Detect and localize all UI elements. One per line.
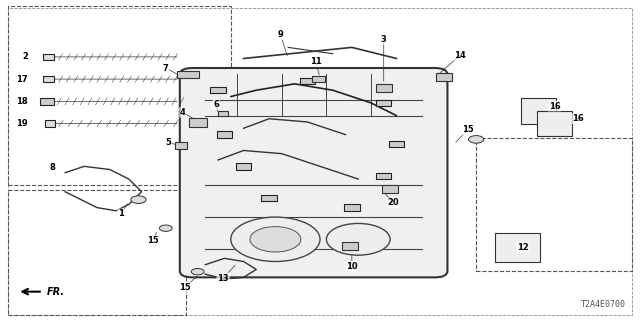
- Circle shape: [326, 223, 390, 255]
- Circle shape: [131, 196, 146, 204]
- Bar: [537, 111, 572, 136]
- Bar: [436, 73, 452, 81]
- Bar: [189, 118, 207, 127]
- Bar: [175, 142, 188, 149]
- Text: 16: 16: [572, 114, 584, 123]
- Text: 15: 15: [462, 125, 474, 134]
- FancyBboxPatch shape: [180, 68, 447, 277]
- Text: 6: 6: [213, 100, 219, 109]
- Text: 2: 2: [22, 52, 28, 61]
- Bar: [217, 132, 232, 138]
- Text: 11: 11: [310, 57, 321, 66]
- Bar: [376, 84, 392, 92]
- Bar: [8, 6, 231, 185]
- Text: 16: 16: [548, 101, 561, 111]
- Text: 17: 17: [17, 75, 28, 84]
- Bar: [376, 173, 392, 179]
- Text: 15: 15: [179, 283, 191, 292]
- Bar: [495, 233, 540, 261]
- Bar: [383, 185, 398, 193]
- Text: 19: 19: [17, 119, 28, 128]
- Bar: [476, 138, 632, 271]
- Text: 13: 13: [218, 274, 229, 283]
- Circle shape: [231, 217, 320, 261]
- Text: 18: 18: [17, 97, 28, 106]
- Text: 5: 5: [165, 138, 172, 147]
- Text: 10: 10: [346, 262, 358, 271]
- Circle shape: [159, 225, 172, 231]
- Bar: [211, 87, 226, 93]
- Bar: [376, 100, 392, 106]
- Bar: [344, 204, 360, 211]
- Text: 4: 4: [180, 108, 186, 117]
- Bar: [236, 163, 251, 170]
- Bar: [521, 98, 556, 124]
- Circle shape: [468, 136, 484, 143]
- Text: 20: 20: [387, 198, 399, 207]
- Text: FR.: FR.: [47, 287, 65, 297]
- Bar: [300, 77, 315, 84]
- Bar: [389, 141, 404, 147]
- Bar: [312, 76, 325, 82]
- Text: 12: 12: [516, 243, 529, 252]
- Text: 3: 3: [381, 35, 387, 44]
- Text: 9: 9: [278, 30, 284, 39]
- Bar: [43, 76, 54, 82]
- Bar: [40, 98, 54, 105]
- Text: 1: 1: [118, 209, 124, 219]
- Text: T2A4E0700: T2A4E0700: [581, 300, 626, 309]
- Bar: [45, 120, 55, 127]
- Circle shape: [191, 268, 204, 275]
- Bar: [342, 243, 358, 251]
- Circle shape: [250, 227, 301, 252]
- Bar: [43, 54, 54, 60]
- Text: 15: 15: [147, 236, 159, 245]
- Bar: [8, 190, 186, 316]
- Text: 14: 14: [454, 51, 466, 60]
- Bar: [261, 195, 276, 201]
- Text: 7: 7: [163, 63, 169, 73]
- Bar: [177, 71, 199, 78]
- Text: 8: 8: [50, 164, 56, 172]
- Bar: [218, 111, 228, 116]
